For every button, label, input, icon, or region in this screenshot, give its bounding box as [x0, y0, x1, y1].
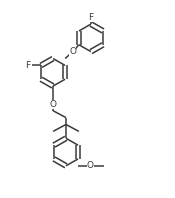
Text: O: O: [69, 47, 76, 56]
Text: O: O: [50, 100, 57, 109]
Text: O: O: [87, 161, 94, 170]
Text: F: F: [88, 13, 93, 22]
Text: F: F: [26, 61, 31, 70]
